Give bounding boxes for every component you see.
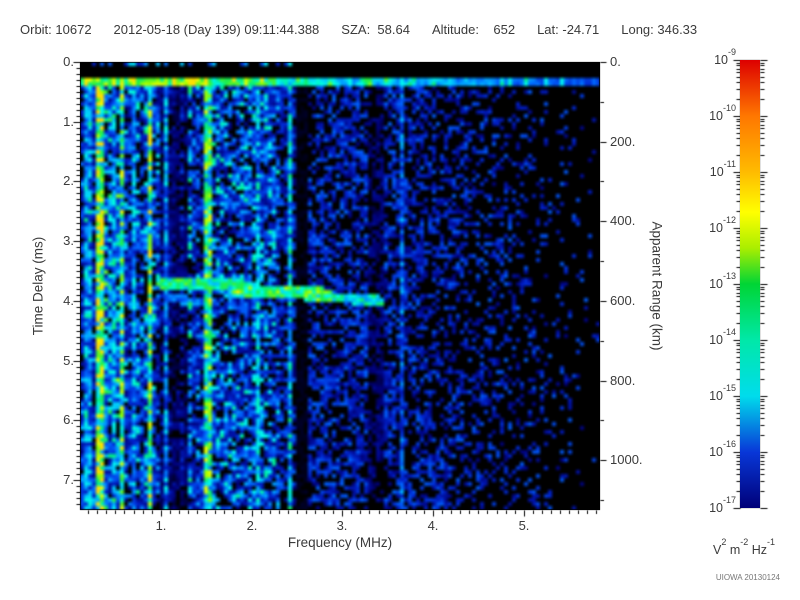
orbit-value: Orbit: 10672 [20, 22, 92, 37]
y-tick-label: 4. [63, 293, 74, 308]
spectrogram-canvas [80, 62, 600, 510]
y-axis-title-right: Apparent Range (km) [649, 221, 665, 351]
x-tick-label: 5. [518, 518, 530, 533]
range-tick-label: 1000. [610, 452, 643, 467]
range-tick-label: 200. [610, 134, 636, 149]
colorbar-tick-label: 10-15 [709, 383, 736, 404]
altitude-value: Altitude: 652 [431, 22, 516, 37]
sza-value: SZA: 58.64 [341, 22, 410, 37]
y-tick-label: 6. [63, 412, 74, 427]
colorbar-tick-label: 10-13 [709, 271, 736, 292]
x-tick-label: 1. [155, 518, 167, 533]
range-tick-label: 800. [610, 373, 636, 388]
x-axis-title: Frequency (MHz) [287, 535, 393, 550]
x-tick-label: 3. [336, 518, 348, 533]
y-tick-label: 7. [63, 472, 74, 487]
datetime-value: 2012-05-18 (Day 139) 09:11:44.388 [113, 22, 320, 37]
colorbar-units: V2 m-2 Hz-1 [712, 537, 776, 558]
x-tick-label: 4. [427, 518, 439, 533]
y-tick-label: 0. [63, 54, 74, 69]
colorbar-tick-label: 10-9 [714, 47, 736, 68]
y-tick-label: 2. [63, 173, 74, 188]
colorbar-tick-label: 10-17 [709, 495, 736, 516]
range-tick-label: 600. [610, 293, 636, 308]
colorbar-tick-label: 10-11 [709, 159, 736, 180]
credit-label: UIOWA 20130124 [715, 573, 780, 582]
x-tick-label: 2. [246, 518, 258, 533]
colorbar-tick-label: 10-16 [709, 439, 736, 460]
colorbar-tick-label: 10-12 [709, 215, 736, 236]
y-tick-label: 3. [63, 233, 74, 248]
colorbar-gradient [740, 60, 760, 508]
latitude-value: Lat: -24.71 [537, 22, 600, 37]
header-info: Orbit: 10672 2012-05-18 (Day 139) 09:11:… [20, 22, 697, 37]
y-tick-label: 5. [63, 353, 74, 368]
y-tick-label: 1. [63, 114, 74, 129]
range-tick-label: 400. [610, 213, 636, 228]
y-axis-title-left: Time Delay (ms) [30, 236, 46, 336]
colorbar-tick-label: 10-14 [709, 327, 736, 348]
colorbar-tick-label: 10-10 [709, 103, 736, 124]
longitude-value: Long: 346.33 [621, 22, 698, 37]
range-tick-label: 0. [610, 54, 621, 69]
